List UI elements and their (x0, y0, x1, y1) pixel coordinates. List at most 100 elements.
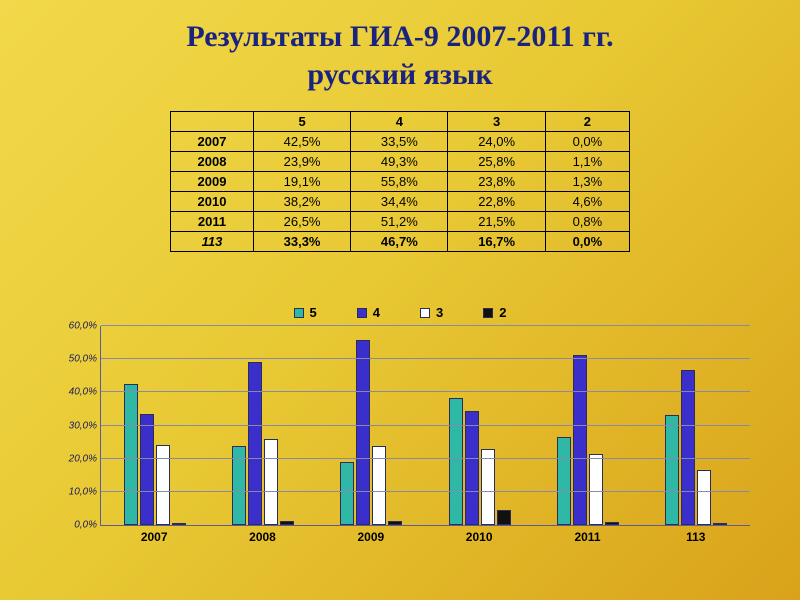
table-cell: 0,0% (545, 232, 629, 252)
x-tick-label: 2009 (317, 526, 425, 544)
table-row: 200823,9%49,3%25,8%1,1% (171, 152, 630, 172)
table-header: 3 (448, 112, 545, 132)
page-title: Результаты ГИА-9 2007-2011 гг. русский я… (0, 0, 800, 93)
bar (248, 362, 262, 526)
bar (124, 384, 138, 525)
gridline: 60,0% (101, 325, 750, 326)
table-cell: 1,3% (545, 172, 629, 192)
x-tick-label: 2011 (533, 526, 641, 544)
legend-label: 5 (310, 305, 317, 320)
legend-item: 3 (420, 305, 443, 320)
table-header: 2 (545, 112, 629, 132)
table-cell: 33,5% (351, 132, 448, 152)
bar (388, 521, 402, 525)
table-cell: 25,8% (448, 152, 545, 172)
table-cell: 24,0% (448, 132, 545, 152)
table-cell: 34,4% (351, 192, 448, 212)
table-row: 201038,2%34,4%22,8%4,6% (171, 192, 630, 212)
data-table: 5432 200742,5%33,5%24,0%0,0%200823,9%49,… (170, 111, 630, 252)
bar (605, 522, 619, 525)
table-row: 11333,3%46,7%16,7%0,0% (171, 232, 630, 252)
bar-group (426, 326, 534, 525)
legend-swatch (294, 308, 304, 318)
bar (449, 398, 463, 525)
chart-plot: 0,0%10,0%20,0%30,0%40,0%50,0%60,0% (100, 326, 750, 526)
x-tick-label: 113 (642, 526, 750, 544)
bar-group (642, 326, 750, 525)
table-cell: 49,3% (351, 152, 448, 172)
legend-swatch (357, 308, 367, 318)
bar (713, 523, 727, 525)
y-tick-label: 20,0% (69, 453, 101, 464)
bar (340, 462, 354, 525)
chart-x-axis: 20072008200920102011113 (100, 526, 750, 544)
bar (573, 355, 587, 525)
table-cell: 46,7% (351, 232, 448, 252)
y-tick-label: 40,0% (69, 387, 101, 398)
title-line-1: Результаты ГИА-9 2007-2011 гг. (0, 18, 800, 56)
y-tick-label: 60,0% (69, 321, 101, 332)
table-row: 200919,1%55,8%23,8%1,3% (171, 172, 630, 192)
row-label: 2008 (171, 152, 254, 172)
bar (481, 449, 495, 525)
x-tick-label: 2010 (425, 526, 533, 544)
gridline: 30,0% (101, 425, 750, 426)
legend-label: 2 (499, 305, 506, 320)
table-cell: 16,7% (448, 232, 545, 252)
bar (665, 415, 679, 525)
legend-item: 2 (483, 305, 506, 320)
table-header: 5 (253, 112, 350, 132)
bar-group (534, 326, 642, 525)
row-label: 2010 (171, 192, 254, 212)
bar (356, 340, 370, 525)
bar-group (209, 326, 317, 525)
table-cell: 51,2% (351, 212, 448, 232)
title-line-2: русский язык (0, 56, 800, 94)
gridline: 50,0% (101, 358, 750, 359)
x-tick-label: 2008 (208, 526, 316, 544)
table-cell: 0,0% (545, 132, 629, 152)
table-cell: 1,1% (545, 152, 629, 172)
legend-swatch (483, 308, 493, 318)
row-label: 2007 (171, 132, 254, 152)
gridline: 20,0% (101, 458, 750, 459)
table-cell: 23,8% (448, 172, 545, 192)
gridline: 10,0% (101, 491, 750, 492)
bar (697, 470, 711, 525)
legend-swatch (420, 308, 430, 318)
table-cell: 33,3% (253, 232, 350, 252)
legend-label: 3 (436, 305, 443, 320)
table-cell: 19,1% (253, 172, 350, 192)
y-tick-label: 10,0% (69, 486, 101, 497)
legend-item: 5 (294, 305, 317, 320)
row-label: 2009 (171, 172, 254, 192)
bar-group (317, 326, 425, 525)
table-cell: 22,8% (448, 192, 545, 212)
y-tick-label: 0,0% (74, 520, 101, 531)
table-cell: 0,8% (545, 212, 629, 232)
table-cell: 55,8% (351, 172, 448, 192)
row-label: 113 (171, 232, 254, 252)
table-cell: 23,9% (253, 152, 350, 172)
table-row: 201126,5%51,2%21,5%0,8% (171, 212, 630, 232)
data-table-container: 5432 200742,5%33,5%24,0%0,0%200823,9%49,… (170, 111, 630, 252)
table-cell: 42,5% (253, 132, 350, 152)
y-tick-label: 30,0% (69, 420, 101, 431)
y-tick-label: 50,0% (69, 354, 101, 365)
table-row: 200742,5%33,5%24,0%0,0% (171, 132, 630, 152)
bar-group (101, 326, 209, 525)
legend-item: 4 (357, 305, 380, 320)
bar (465, 411, 479, 525)
gridline: 40,0% (101, 391, 750, 392)
table-cell: 38,2% (253, 192, 350, 212)
table-cell: 4,6% (545, 192, 629, 212)
bar (140, 414, 154, 525)
x-tick-label: 2007 (100, 526, 208, 544)
legend-label: 4 (373, 305, 380, 320)
chart-legend: 5 4 3 2 (50, 305, 750, 320)
row-label: 2011 (171, 212, 254, 232)
bar (172, 523, 186, 525)
bar-chart: 5432 0,0%10,0%20,0%30,0%40,0%50,0%60,0% … (50, 305, 750, 575)
table-cell: 21,5% (448, 212, 545, 232)
bar (264, 439, 278, 525)
